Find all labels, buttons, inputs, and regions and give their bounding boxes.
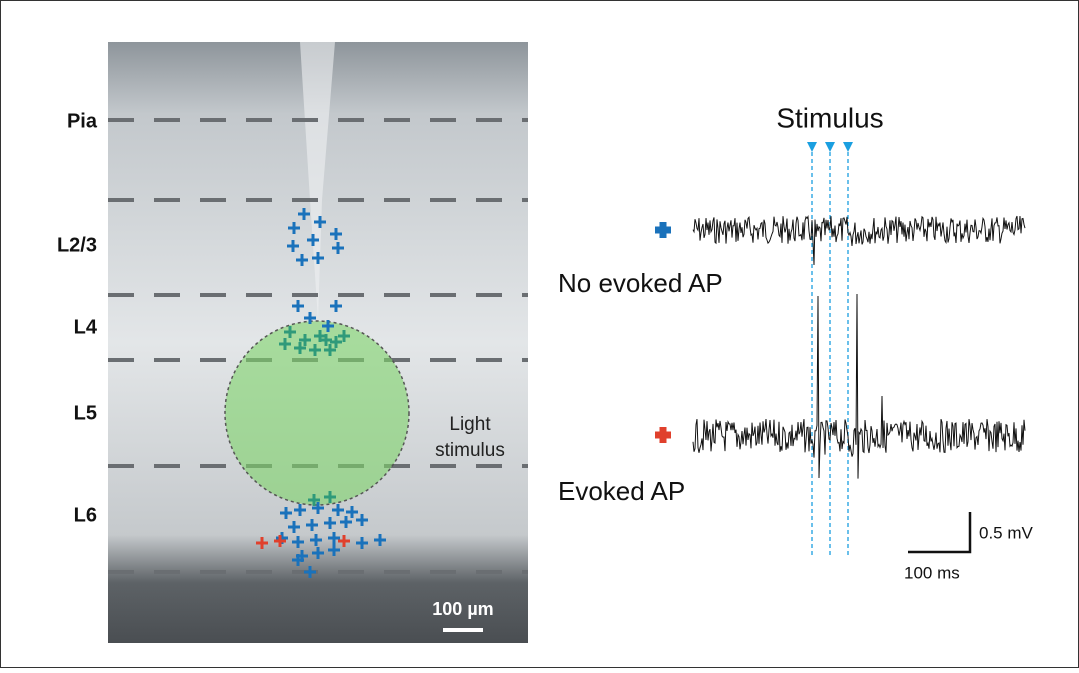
layer-label: L2/3 xyxy=(57,234,97,256)
scale-bar xyxy=(443,628,483,632)
stimulus-lines xyxy=(807,142,853,558)
cell-marker xyxy=(308,494,320,506)
cell-marker xyxy=(304,312,316,324)
cell-marker xyxy=(374,534,386,546)
cell-marker xyxy=(299,334,311,346)
light-label: Light xyxy=(449,414,491,435)
cell-marker xyxy=(324,517,336,529)
trace-label: Evoked AP xyxy=(558,476,685,506)
cell-marker xyxy=(330,336,342,348)
scale-label: 0.5 mV xyxy=(979,523,1034,542)
cell-marker xyxy=(330,300,342,312)
cell-marker xyxy=(332,242,344,254)
stimulus-label: Stimulus xyxy=(776,102,883,133)
cell-markers xyxy=(256,208,386,578)
red-cross xyxy=(655,427,671,443)
cell-marker xyxy=(309,344,321,356)
cell-marker xyxy=(256,537,268,549)
cell-marker xyxy=(288,521,300,533)
cell-marker xyxy=(274,535,286,547)
trace xyxy=(692,214,1026,266)
cell-marker xyxy=(296,254,308,266)
cell-marker xyxy=(320,334,332,346)
cell-marker xyxy=(284,326,296,338)
cell-marker xyxy=(279,338,291,350)
cell-marker xyxy=(287,240,299,252)
scale-label: 100 ms xyxy=(904,563,960,582)
cell-marker xyxy=(340,516,352,528)
cell-marker xyxy=(324,491,336,503)
cell-marker xyxy=(312,502,324,514)
cell-marker xyxy=(294,504,306,516)
pipette xyxy=(300,42,335,320)
cell-marker xyxy=(292,554,304,566)
cell-marker xyxy=(314,216,326,228)
cell-marker xyxy=(292,300,304,312)
blue-cross xyxy=(655,222,671,238)
trace xyxy=(692,293,1026,479)
cell-marker xyxy=(338,330,350,342)
cell-marker xyxy=(346,506,358,518)
light-label: stimulus xyxy=(435,440,505,461)
cell-marker xyxy=(294,342,306,354)
layer-label: L5 xyxy=(74,402,97,424)
cell-marker xyxy=(330,228,342,240)
cell-marker xyxy=(338,535,350,547)
layer-label: L4 xyxy=(74,316,98,338)
cell-marker xyxy=(312,252,324,264)
cell-marker xyxy=(306,519,318,531)
cell-marker xyxy=(304,566,316,578)
cell-marker xyxy=(298,208,310,220)
scale-label: 100 µm xyxy=(432,599,493,619)
cell-marker xyxy=(288,222,300,234)
cell-marker xyxy=(312,547,324,559)
cell-marker xyxy=(356,514,368,526)
cell-marker xyxy=(324,344,336,356)
cell-marker xyxy=(356,537,368,549)
scale-bar xyxy=(908,512,972,554)
layer-label: Pia xyxy=(67,110,98,132)
layer-label: L6 xyxy=(74,504,97,526)
cell-marker xyxy=(310,534,322,546)
cell-marker xyxy=(328,532,340,544)
cell-marker xyxy=(307,234,319,246)
cell-marker xyxy=(332,504,344,516)
cell-marker xyxy=(322,320,334,332)
cell-marker xyxy=(292,536,304,548)
cell-marker xyxy=(328,544,340,556)
trace-label: No evoked AP xyxy=(558,268,723,298)
cell-marker xyxy=(280,507,292,519)
